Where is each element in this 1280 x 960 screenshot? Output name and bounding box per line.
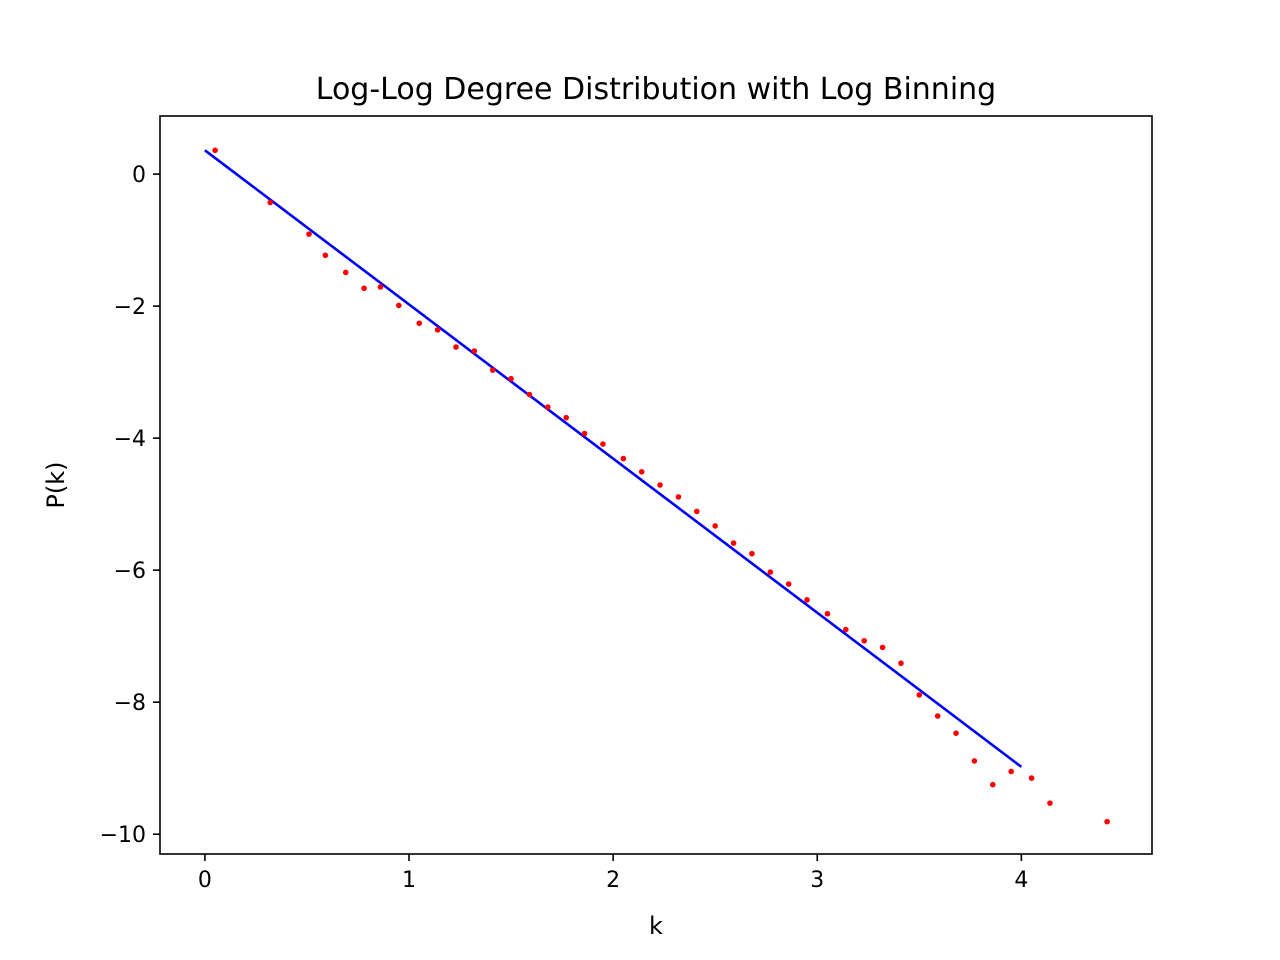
data-point: [267, 199, 274, 206]
data-point: [861, 637, 867, 644]
data-point: [563, 414, 569, 421]
x-tick-label: 1: [402, 868, 416, 893]
data-point: [730, 540, 737, 546]
data-point: [526, 391, 533, 398]
data-point: [581, 430, 588, 437]
data-point: [657, 482, 663, 488]
data-point: [898, 660, 904, 667]
data-point: [989, 781, 996, 788]
data-point: [638, 468, 645, 475]
plot-frame: [159, 115, 1153, 855]
data-point: [1104, 818, 1110, 825]
data-point: [306, 231, 312, 237]
chart-title: Log-Log Degree Distribution with Log Bin…: [316, 72, 996, 107]
data-point: [785, 581, 792, 587]
data-point: [620, 455, 627, 462]
data-point: [545, 404, 551, 410]
x-tick-label: 3: [810, 868, 824, 893]
x-tick-label: 4: [1014, 868, 1028, 893]
x-tick-label: 0: [198, 868, 212, 893]
data-point: [453, 344, 459, 350]
data-point: [675, 494, 682, 500]
data-point: [824, 610, 831, 617]
plot-area: [204, 147, 1110, 825]
data-point: [361, 285, 367, 292]
y-tick-label: −6: [114, 559, 146, 584]
axis-ticks: 0 1 2 3 4 0 −2 −4 −6 −8 −10: [100, 163, 1029, 893]
data-point: [212, 147, 218, 154]
y-tick-label: −8: [114, 691, 146, 716]
data-point: [396, 302, 402, 309]
x-axis-label: k: [649, 912, 663, 940]
y-tick-label: −2: [114, 295, 146, 320]
data-point: [694, 508, 700, 515]
data-point: [971, 758, 978, 764]
data-point: [489, 367, 496, 373]
data-point: [767, 569, 774, 575]
data-point: [712, 523, 718, 529]
data-point: [508, 375, 514, 382]
data-point: [342, 269, 349, 276]
y-tick-label: −4: [114, 427, 146, 452]
x-tick-label: 2: [606, 868, 620, 893]
y-tick-label: 0: [132, 163, 146, 188]
data-point: [434, 327, 441, 333]
data-point: [916, 692, 923, 698]
data-point: [953, 730, 959, 737]
data-point: [804, 597, 810, 603]
y-axis-label: P(k): [42, 461, 70, 508]
data-point: [1028, 775, 1035, 781]
data-point: [1008, 768, 1014, 775]
data-point: [843, 626, 849, 633]
data-point: [1047, 800, 1053, 806]
data-point: [879, 644, 886, 651]
data-point: [416, 320, 423, 327]
data-point: [600, 441, 606, 447]
data-point: [934, 713, 941, 719]
fit-line: [204, 149, 1023, 768]
data-point: [377, 284, 384, 290]
y-tick-label: −10: [100, 823, 146, 848]
data-point: [749, 550, 755, 557]
data-point: [322, 252, 329, 259]
data-point: [471, 348, 478, 354]
